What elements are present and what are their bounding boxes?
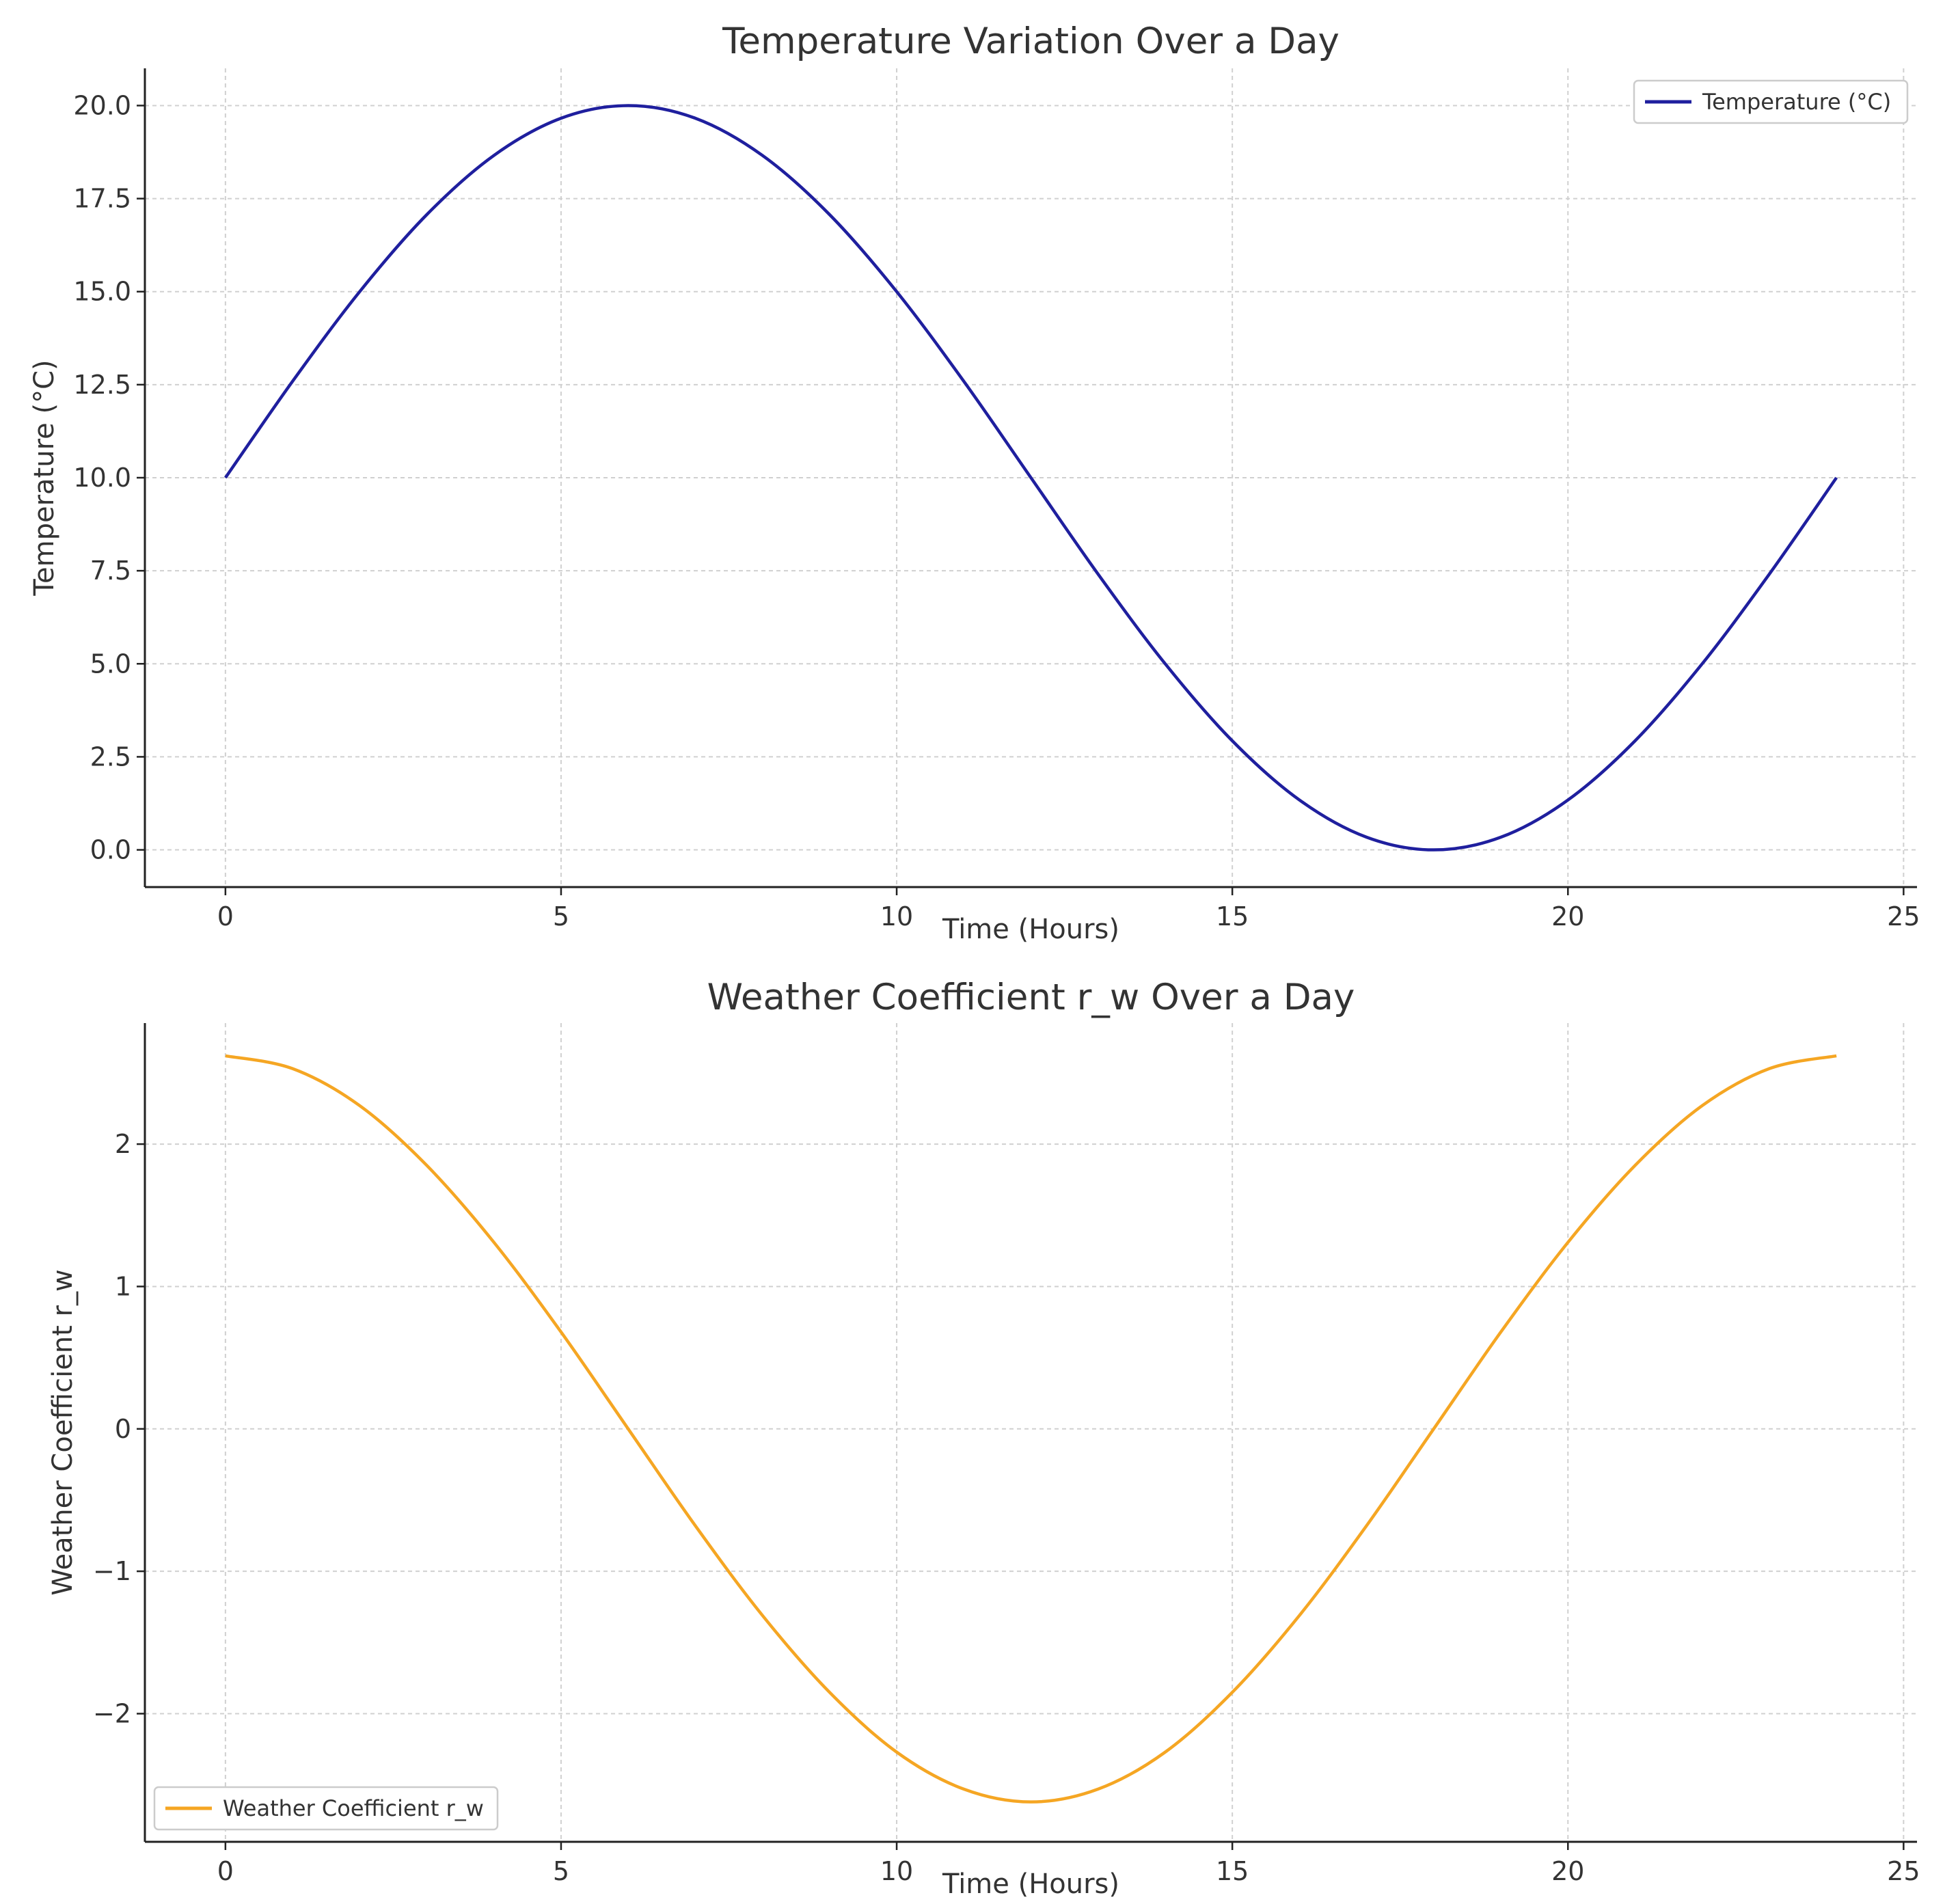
y-axis-label: Temperature (°C) [29, 359, 60, 596]
legend: Weather Coefficient r_w [153, 1786, 499, 1831]
x-tick-label: 5 [553, 1856, 569, 1886]
y-tick-label: 12.5 [73, 370, 131, 400]
legend: Temperature (°C) [1633, 79, 1909, 124]
x-tick-label: 15 [1216, 1856, 1249, 1886]
x-tick-label: 10 [880, 901, 913, 931]
x-tick-label: 25 [1887, 901, 1920, 931]
chart-title: Temperature Variation Over a Day [722, 21, 1340, 62]
y-tick-label: 0 [115, 1414, 131, 1444]
x-tick-label: 0 [217, 1856, 234, 1886]
y-tick-label: 20.0 [73, 90, 131, 120]
legend-label: Weather Coefficient r_w [223, 1795, 484, 1821]
x-tick-label: 5 [553, 901, 569, 931]
x-tick-label: 15 [1216, 901, 1249, 931]
legend-box [1633, 79, 1909, 124]
legend-label: Temperature (°C) [1702, 89, 1891, 115]
y-tick-label: 2.5 [90, 742, 131, 772]
temperature-chart: 0 5 10 15 20 25 0.0 2.5 5.0 7.5 10.0 12.5 15.0 17.5 20… [29, 21, 1920, 945]
x-axis-label: Time (Hours) [942, 1868, 1119, 1900]
y-tick-label: 17.5 [73, 184, 131, 214]
y-tick-label: 2 [115, 1129, 131, 1159]
series-line [225, 1054, 1837, 1804]
x-tick-label: 0 [217, 901, 234, 931]
y-tick-label: 10.0 [73, 463, 131, 493]
x-tick-label: 20 [1551, 901, 1584, 931]
series-line [224, 104, 1838, 852]
x-tick-label: 20 [1551, 1856, 1584, 1886]
y-tick-label: −1 [93, 1556, 131, 1586]
y-tick-label: −2 [93, 1698, 131, 1728]
legend-box [153, 1786, 499, 1831]
x-axis-label: Time (Hours) [942, 914, 1119, 945]
chart-title: Weather Coefficient r_w Over a Day [707, 977, 1355, 1018]
x-tick-label: 25 [1887, 1856, 1920, 1886]
y-tick-label: 5.0 [90, 649, 131, 679]
y-tick-label: 15.0 [73, 277, 131, 307]
y-axis-label: Weather Coefficient r_w [47, 1269, 79, 1595]
y-tick-label: 1 [115, 1271, 131, 1301]
y-tick-label: 0.0 [90, 835, 131, 865]
y-tick-label: 7.5 [90, 556, 131, 586]
weather-coefficient-chart: 0 5 10 15 20 25 −2 −1 0 1 2 Weather Coefficient r_w… [47, 977, 1920, 1900]
x-tick-label: 10 [880, 1856, 913, 1886]
